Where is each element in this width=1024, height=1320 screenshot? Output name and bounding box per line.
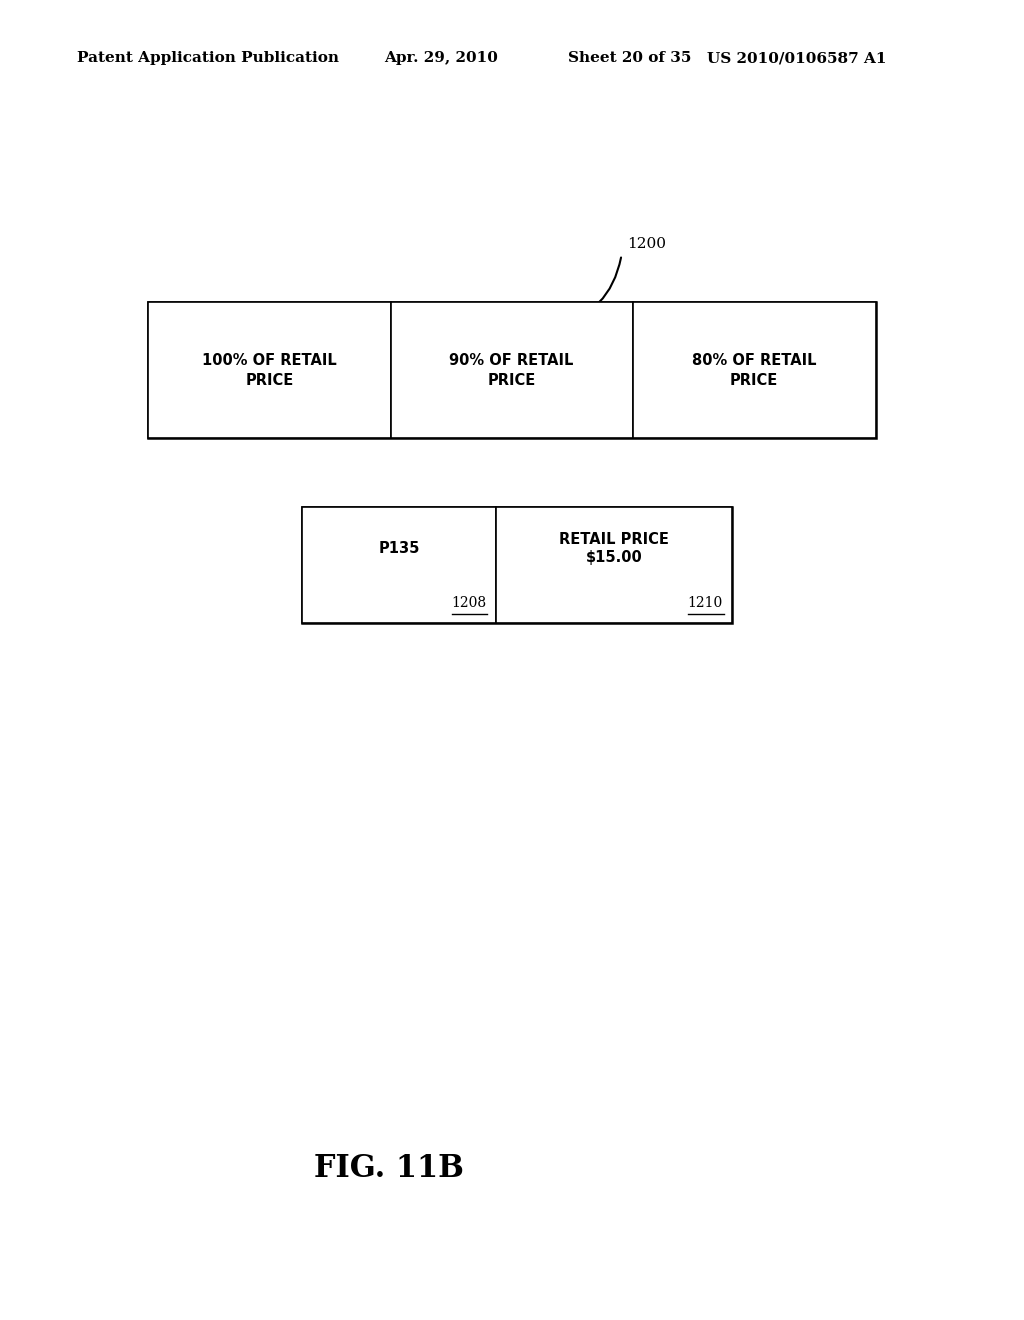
Bar [496,507,732,623]
Bar [302,507,732,623]
Text: 1200: 1200 [627,238,666,251]
Text: 1210: 1210 [688,595,723,610]
Text: 90% OF RETAIL
PRICE: 90% OF RETAIL PRICE [450,352,573,388]
Text: P135: P135 [378,541,420,556]
FancyArrowPatch shape [555,257,621,327]
Bar [302,507,496,623]
Text: RETAIL PRICE
$15.00: RETAIL PRICE $15.00 [559,532,669,565]
Text: Patent Application Publication: Patent Application Publication [77,51,339,65]
Text: FIG. 11B: FIG. 11B [314,1152,464,1184]
Text: 100% OF RETAIL
PRICE: 100% OF RETAIL PRICE [202,352,337,388]
Bar [633,302,876,438]
Bar [390,302,633,438]
Bar [148,302,876,438]
Text: Apr. 29, 2010: Apr. 29, 2010 [384,51,498,65]
Text: 1208: 1208 [452,595,486,610]
Text: 80% OF RETAIL
PRICE: 80% OF RETAIL PRICE [692,352,816,388]
Text: US 2010/0106587 A1: US 2010/0106587 A1 [707,51,886,65]
Bar [148,302,390,438]
Text: Sheet 20 of 35: Sheet 20 of 35 [568,51,691,65]
